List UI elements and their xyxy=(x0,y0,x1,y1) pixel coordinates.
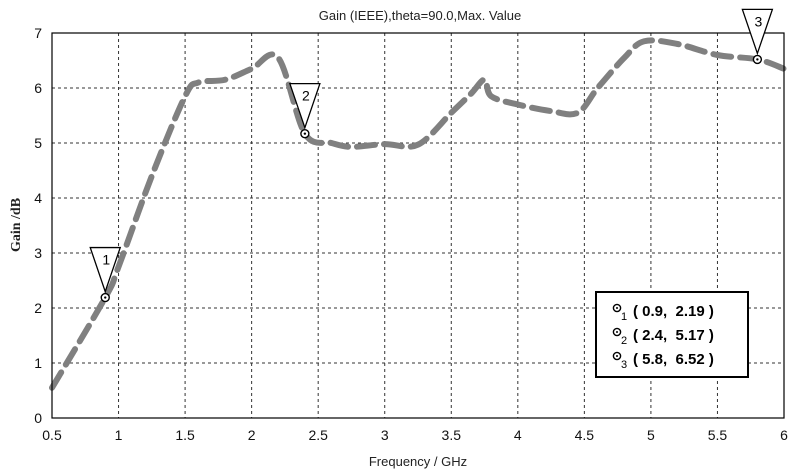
y-tick-label: 1 xyxy=(34,355,42,371)
marker-number: 2 xyxy=(302,88,310,104)
x-axis-label: Frequency / GHz xyxy=(369,454,467,469)
marker-1: 1 xyxy=(89,246,122,303)
x-tick-labels: 0.5 1 1.5 2 2.5 3 3.5 4 4.5 5 5.5 6 xyxy=(42,427,788,443)
y-tick-label: 5 xyxy=(34,135,42,151)
legend-marker-index: 1 xyxy=(621,311,627,323)
x-tick-label: 1 xyxy=(115,427,123,443)
y-tick-label: 2 xyxy=(34,300,42,316)
series-line xyxy=(49,37,787,391)
markers-layer: 1 2 3 xyxy=(89,8,774,303)
legend-marker-dot xyxy=(616,355,618,357)
x-tick-label: 1.5 xyxy=(175,427,195,443)
legend-marker-dot xyxy=(616,307,618,309)
y-tick-label: 3 xyxy=(34,245,42,261)
x-tick-label: 6 xyxy=(780,427,788,443)
y-tick-label: 7 xyxy=(34,25,42,41)
marker-legend: 1 ( 0.9, 2.19 ) 2 ( 2.4, 5.17 ) 3 ( 5.8, 6.52… xyxy=(595,291,749,378)
legend-marker-index: 3 xyxy=(621,359,627,371)
y-tick-label: 6 xyxy=(34,80,42,96)
x-tick-label: 5 xyxy=(647,427,655,443)
legend-box xyxy=(595,291,749,378)
marker-point-center xyxy=(104,296,107,299)
marker-point-center xyxy=(303,132,307,135)
legend-marker-index: 2 xyxy=(621,335,627,347)
legend-value: ( 2.4, 5.17 ) xyxy=(633,327,714,344)
x-tick-label: 3 xyxy=(381,427,389,443)
marker-number: 3 xyxy=(754,13,762,29)
marker-flag xyxy=(288,83,321,130)
legend-value: ( 5.8, 6.52 ) xyxy=(633,351,714,368)
legend-entry-3: 3 ( 5.8, 6.52 ) xyxy=(612,351,714,371)
chart-title: Gain (IEEE),theta=90.0,Max. Value xyxy=(319,8,521,23)
series-layer xyxy=(49,37,787,391)
x-tick-label: 4 xyxy=(514,427,522,443)
x-tick-label: 0.5 xyxy=(42,427,62,443)
x-tick-label: 4.5 xyxy=(575,427,595,443)
x-tick-label: 2 xyxy=(248,427,256,443)
marker-flag xyxy=(741,8,774,56)
plot-frame xyxy=(51,32,785,419)
marker-point-center xyxy=(756,58,759,61)
legend-entry-1: 1 ( 0.9, 2.19 ) xyxy=(612,303,714,323)
x-tick-label: 5.5 xyxy=(708,427,728,443)
y-tick-labels: 0 1 2 3 4 5 6 7 xyxy=(34,25,42,426)
marker-number: 1 xyxy=(102,252,110,268)
marker-3: 3 xyxy=(741,8,774,65)
x-tick-label: 2.5 xyxy=(308,427,328,443)
legend-marker-dot xyxy=(616,331,618,333)
y-tick-label: 4 xyxy=(34,190,42,206)
y-axis-label: Gain /dB xyxy=(9,198,24,252)
legend-entry-2: 2 ( 2.4, 5.17 ) xyxy=(612,327,714,347)
marker-2: 2 xyxy=(288,83,321,139)
x-tick-label: 3.5 xyxy=(442,427,462,443)
y-tick-label: 0 xyxy=(34,410,42,426)
legend-value: ( 0.9, 2.19 ) xyxy=(633,303,714,320)
marker-flag xyxy=(89,246,122,294)
